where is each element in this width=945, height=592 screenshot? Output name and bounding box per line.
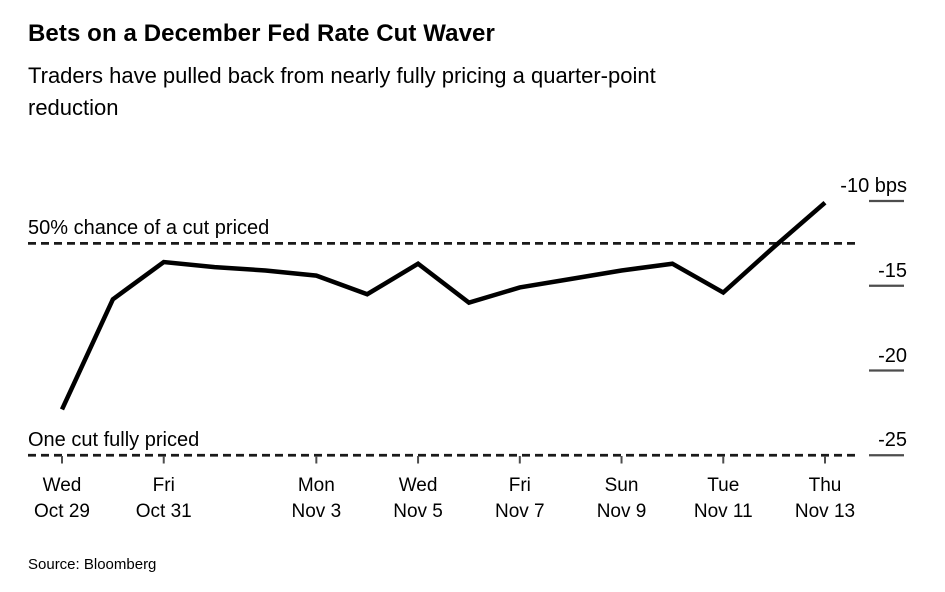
chart-title: Bets on a December Fed Rate Cut Waver bbox=[28, 20, 495, 47]
data-line bbox=[59, 200, 827, 411]
chart-subtitle: Traders have pulled back from nearly ful… bbox=[28, 63, 656, 120]
source-note: Source: Bloomberg bbox=[28, 556, 157, 573]
